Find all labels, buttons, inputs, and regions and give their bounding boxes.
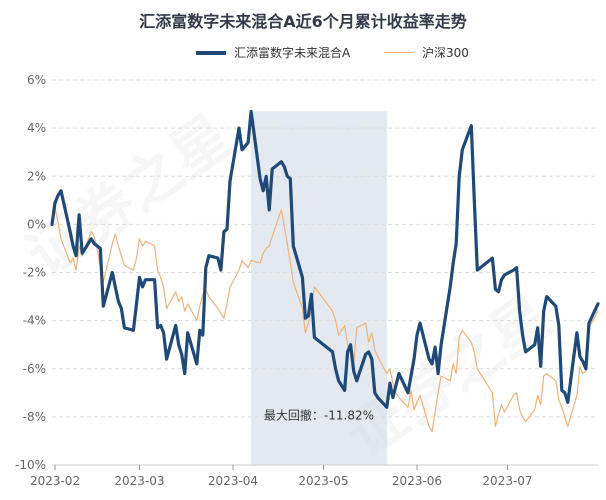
legend-swatch-fund [196,50,226,55]
x-tick-label: 2023-03 [114,474,164,488]
y-tick-label: -6% [23,362,46,376]
legend-label-benchmark: 沪深300 [422,46,469,60]
series-line-benchmark [51,206,599,432]
legend-label-fund: 汇添富数字未来混合A [234,46,351,60]
legend-swatch-benchmark [384,51,414,54]
x-tick-label: 2023-06 [392,474,442,488]
drawdown-region [251,111,387,465]
legend: 汇添富数字未来混合A 沪深300 [0,44,606,62]
legend-item-fund: 汇添富数字未来混合A [196,44,350,61]
y-tick-label: 0% [27,217,46,231]
x-tick-label: 2023-02 [30,474,80,488]
y-tick-label: -4% [23,314,46,328]
x-tick-label: 2023-05 [298,474,348,488]
series-line-fund [50,109,600,409]
y-tick-label: 2% [27,169,46,183]
x-tick-label: 2023-07 [482,474,532,488]
y-tick-label: -2% [23,266,46,280]
y-tick-label: 6% [27,73,46,87]
y-tick-label: -8% [23,410,46,424]
chart-title: 汇添富数字未来混合A近6个月累计收益率走势 [139,12,467,31]
drawdown-label: 最大回撤：-11.82% [264,407,374,422]
y-tick-label: 4% [27,121,46,135]
legend-item-benchmark: 沪深300 [384,44,469,61]
x-tick-label: 2023-04 [208,474,258,488]
y-tick-label: -10% [15,458,46,472]
